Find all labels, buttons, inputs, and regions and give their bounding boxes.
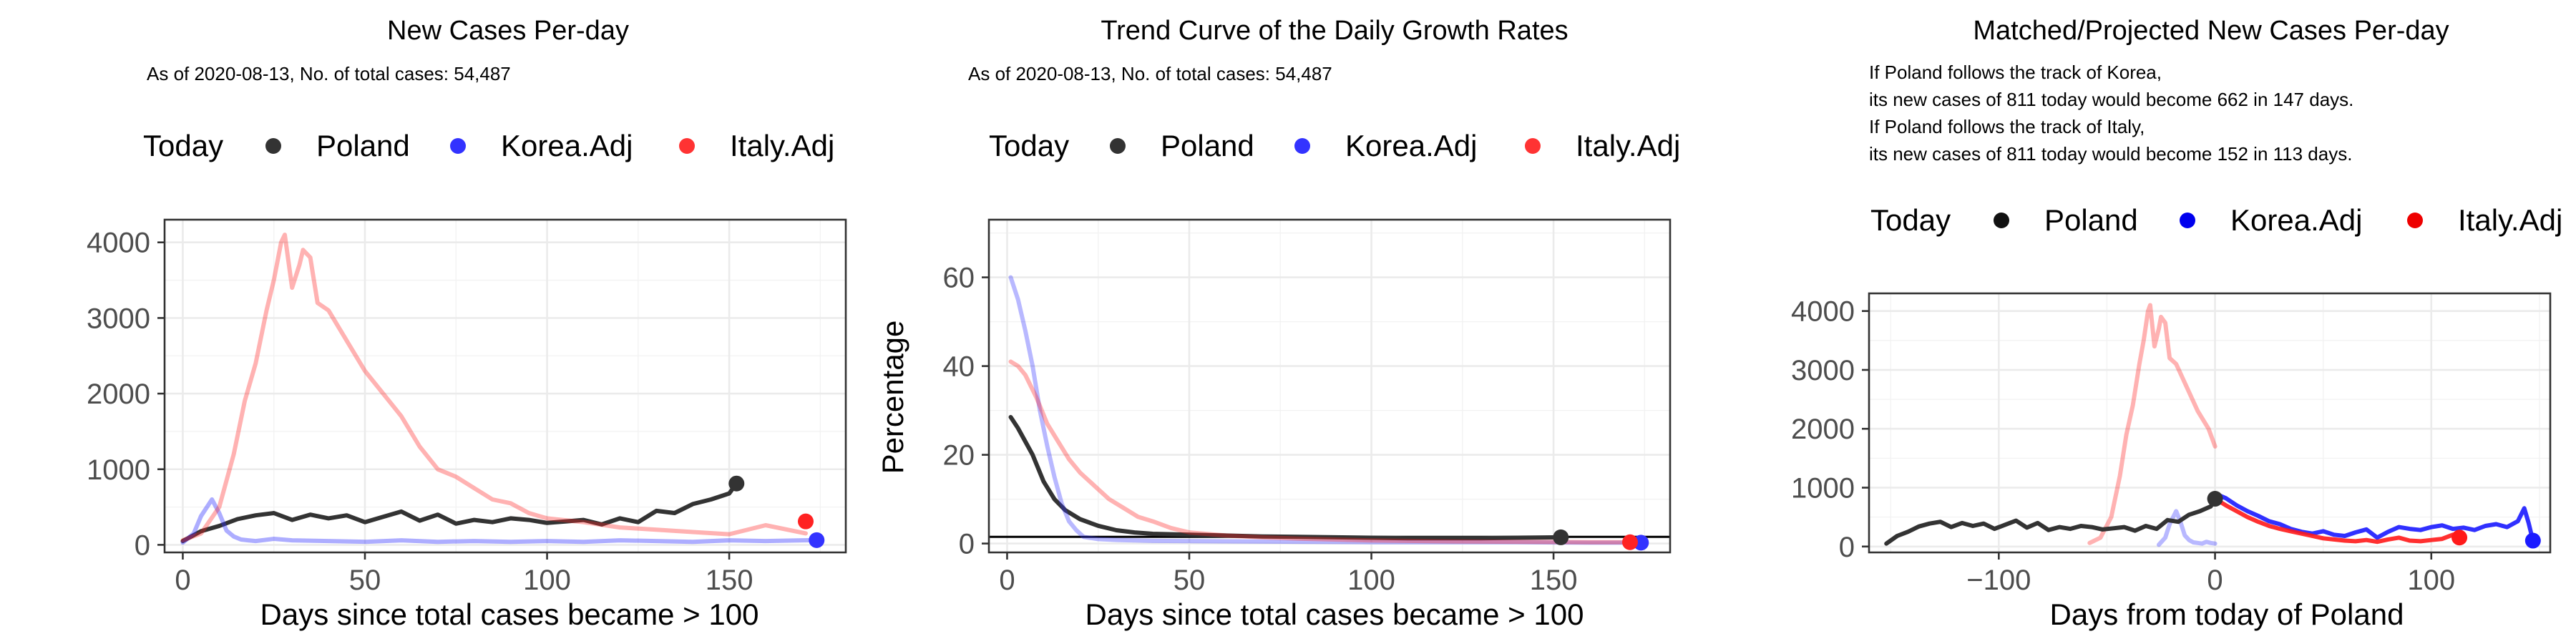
panel-2-title: Trend Curve of the Daily Growth Rates xyxy=(1101,16,1568,46)
series-lines xyxy=(1884,303,2535,547)
panel-3-note-2: its new cases of 811 today would become … xyxy=(1869,89,2353,110)
today-point-poland xyxy=(1553,529,1569,545)
y-tick-label: 4000 xyxy=(87,228,150,259)
series-lines xyxy=(180,233,819,545)
panel-1-subtitle: As of 2020-08-13, No. of total cases: 54… xyxy=(147,63,511,84)
today-point-korea-adj xyxy=(809,532,825,548)
legend-key-poland xyxy=(1110,138,1126,154)
panel-3-title: Matched/Projected New Cases Per-day xyxy=(1973,16,2449,46)
panel-2-x-axis-title: Days since total cases became > 100 xyxy=(1085,597,1584,631)
y-tick-label: 2000 xyxy=(87,379,150,410)
panel-3-x-axis-title: Days from today of Poland xyxy=(2050,597,2404,631)
y-tick-label: 4000 xyxy=(1791,296,1855,328)
panel-1-plot: 0 50 100 150 0 1000 2000 3000 4000 xyxy=(87,218,847,596)
series-line-poland xyxy=(1884,497,2218,546)
legend-key-poland xyxy=(1994,213,2009,228)
legend-label-poland: Poland xyxy=(316,129,410,162)
y-tick-label: 3000 xyxy=(87,303,150,334)
x-tick-label: 0 xyxy=(999,565,1015,596)
y-tick-label: 0 xyxy=(1839,532,1855,563)
panel-border xyxy=(1868,292,2552,554)
panel-border xyxy=(163,218,847,554)
series-lines xyxy=(1008,275,1644,545)
legend-key-italy xyxy=(679,138,695,154)
today-point-poland xyxy=(2207,491,2223,507)
legend-label-italy: Italy.Adj xyxy=(1576,129,1680,162)
today-point-italy-adj xyxy=(798,513,814,530)
legend-key-italy xyxy=(1525,138,1541,154)
x-tick-label: 0 xyxy=(2207,565,2223,596)
x-tick-label: 100 xyxy=(1347,565,1395,596)
x-tick-label: 100 xyxy=(523,565,571,596)
legend-label-poland: Poland xyxy=(2044,203,2138,237)
legend-key-korea xyxy=(1294,138,1310,154)
legend-key-italy xyxy=(2407,213,2423,228)
y-tick-label: 2000 xyxy=(1791,414,1855,445)
series-line-korea-adj-faded xyxy=(2157,509,2218,547)
panel-2-y-axis-title: Percentage xyxy=(876,321,909,474)
y-tick-label: 1000 xyxy=(87,454,150,486)
today-point-italy-adj xyxy=(1622,534,1638,550)
y-tick-label: 20 xyxy=(943,440,975,472)
panel-3-legend: Today Poland Korea.Adj Italy.Adj xyxy=(1870,203,2562,237)
series-line-italy-adj-faded xyxy=(2087,303,2218,545)
panel-1-x-axis-title: Days since total cases became > 100 xyxy=(260,597,759,631)
legend-label-poland: Poland xyxy=(1161,129,1254,162)
series-line-korea-adj xyxy=(180,497,819,545)
y-tick-label: 1000 xyxy=(1791,473,1855,504)
y-tick-label: 60 xyxy=(943,263,975,294)
legend-label-italy: Italy.Adj xyxy=(2458,203,2562,237)
legend-title: Today xyxy=(989,129,1069,162)
legend-key-korea xyxy=(2180,213,2195,228)
y-tick-label: 3000 xyxy=(1791,355,1855,386)
x-tick-label: 150 xyxy=(706,565,753,596)
series-line-korea-adj xyxy=(1008,275,1644,545)
legend-key-korea xyxy=(450,138,466,154)
panel-2-legend: Today Poland Korea.Adj Italy.Adj xyxy=(989,129,1680,162)
y-tick-label: 40 xyxy=(943,351,975,383)
series-line-korea-adj xyxy=(2212,491,2535,543)
x-tick-label: −100 xyxy=(1966,565,2031,596)
panel-3-note-1: If Poland follows the track of Korea, xyxy=(1869,62,2162,83)
legend-title: Today xyxy=(143,129,223,162)
x-tick-label: 50 xyxy=(349,565,381,596)
panel-1-legend: Today Poland Korea.Adj Italy.Adj xyxy=(143,129,834,162)
panel-3-note-3: If Poland follows the track of Italy, xyxy=(1869,116,2145,137)
today-point-italy-adj xyxy=(2451,530,2468,546)
series-line-italy-adj xyxy=(2212,497,2462,545)
y-tick-label: 0 xyxy=(135,530,150,561)
series-line-poland xyxy=(1008,414,1563,541)
series-line-italy-adj xyxy=(1008,359,1632,545)
legend-label-korea: Korea.Adj xyxy=(501,129,633,162)
series-line-italy-adj xyxy=(180,233,808,543)
x-tick-label: 150 xyxy=(1530,565,1578,596)
y-tick-label: 0 xyxy=(959,529,975,560)
panel-3-note-4: its new cases of 811 today would become … xyxy=(1869,143,2352,165)
today-point-korea-adj xyxy=(2524,532,2541,549)
legend-key-poland xyxy=(265,138,281,154)
panel-2-plot: 0 50 100 150 0 20 40 60 xyxy=(943,218,1672,596)
x-tick-label: 0 xyxy=(175,565,190,596)
today-point-poland xyxy=(728,475,745,492)
legend-label-korea: Korea.Adj xyxy=(2230,203,2362,237)
legend-label-korea: Korea.Adj xyxy=(1345,129,1477,162)
x-tick-label: 50 xyxy=(1174,565,1206,596)
panel-2-subtitle: As of 2020-08-13, No. of total cases: 54… xyxy=(968,63,1332,84)
panel-1-title: New Cases Per-day xyxy=(387,16,629,46)
x-tick-label: 100 xyxy=(2407,565,2455,596)
series-line-poland xyxy=(180,481,739,544)
legend-label-italy: Italy.Adj xyxy=(730,129,834,162)
legend-title: Today xyxy=(1870,203,1951,237)
panel-border xyxy=(987,218,1672,554)
